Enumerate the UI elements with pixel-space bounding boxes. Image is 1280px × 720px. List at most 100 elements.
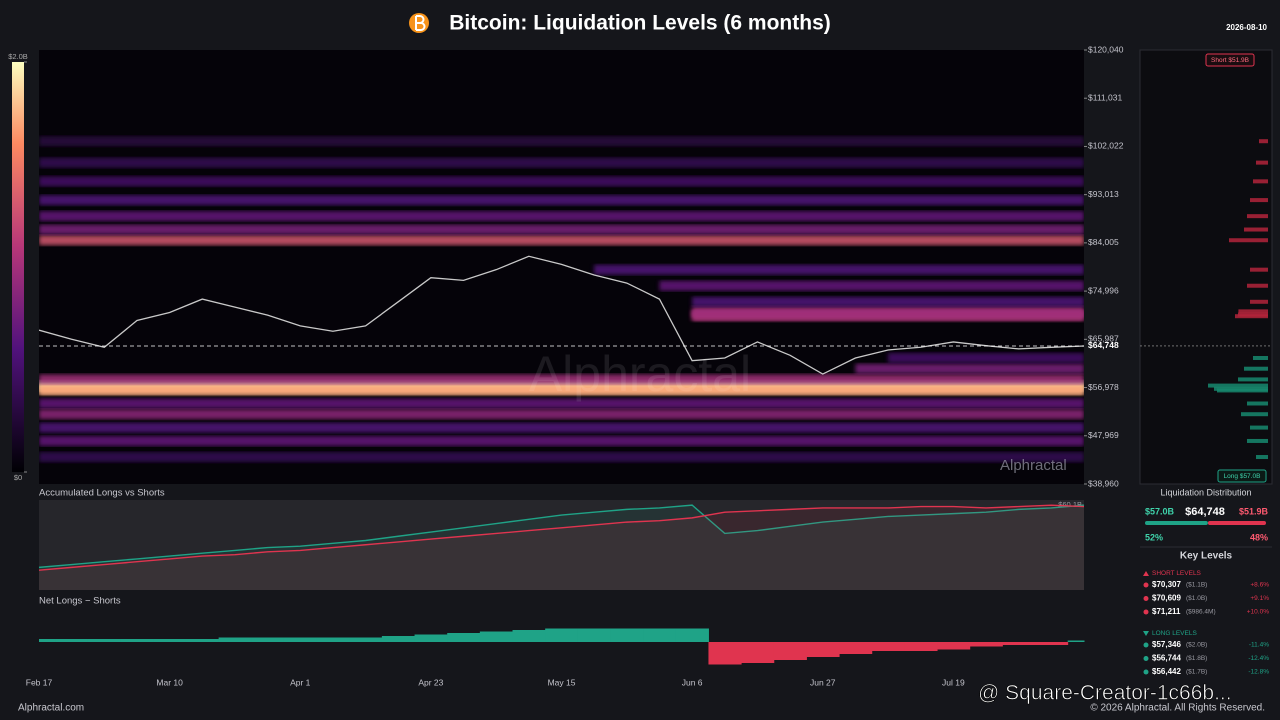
level-dot (1143, 596, 1149, 601)
heat-band (39, 211, 1084, 222)
distribution-bar (1244, 227, 1268, 232)
heat-band (692, 296, 1084, 307)
accum-line (38, 504, 1085, 571)
net-bar (839, 642, 873, 654)
down-triangle (1143, 631, 1149, 636)
level-price: $56,442 (1152, 667, 1181, 676)
distribution-bar (1256, 160, 1268, 165)
x-tick-label: Mar 10 (156, 677, 183, 687)
panel-title: Net Longs − Shorts (39, 596, 121, 607)
y-tick-label: $93,013 (1088, 189, 1119, 199)
level-change: +10.0% (1247, 609, 1269, 616)
level-size: ($2.0B) (1186, 642, 1207, 649)
level-price: $70,307 (1152, 580, 1181, 589)
heat-band (39, 157, 1084, 168)
net-bar (251, 637, 285, 642)
heat-band (39, 374, 1084, 385)
net-bar (120, 639, 154, 642)
long-box-label: Long $57.0B (1224, 473, 1261, 480)
bitcoin-glyph (415, 15, 426, 31)
y-tick-label: $102,022 (1088, 141, 1124, 151)
level-size: ($1.8B) (1186, 655, 1207, 662)
net-bar (87, 639, 122, 642)
heat-band (39, 385, 1084, 396)
net-bar (643, 628, 677, 642)
net-bar (153, 639, 187, 642)
distribution-bar (1250, 198, 1268, 203)
level-size: ($1.1B) (1186, 582, 1207, 589)
level-size: ($1.0B) (1186, 595, 1207, 602)
net-bar (1002, 642, 1036, 645)
distribution-bar (1247, 214, 1268, 219)
distribution-bar (1244, 366, 1268, 371)
distribution-bar (1238, 309, 1268, 314)
net-bar (218, 637, 252, 642)
level-dot (1143, 669, 1149, 675)
level-change: -11.4% (1249, 642, 1269, 649)
level-dot (1143, 609, 1149, 615)
heat-band (39, 235, 1084, 246)
chart-title: Bitcoin: Liquidation Levels (6 months) (449, 12, 831, 35)
net-bar (479, 631, 514, 642)
accum-area (39, 505, 1084, 590)
level-size: ($986.4M) (1186, 609, 1216, 616)
distribution-title: Liquidation Distribution (1160, 487, 1251, 497)
level-change: +8.6% (1250, 582, 1269, 589)
colorbar (12, 62, 24, 472)
net-bar (708, 642, 742, 665)
level-price: $71,211 (1152, 607, 1181, 616)
x-tick-label: Jul 19 (942, 677, 965, 687)
x-tick-label: Jun 27 (810, 677, 836, 687)
distribution-bar (1229, 238, 1268, 243)
net-bar (545, 628, 579, 642)
date: 2026-08-10 (1226, 23, 1267, 32)
level-dot (1143, 642, 1149, 648)
x-tick-label: Apr 23 (418, 677, 443, 687)
distribution-bar (1259, 139, 1268, 144)
distribution-bar (1217, 388, 1268, 393)
net-bar (1067, 640, 1085, 642)
net-bar (741, 642, 775, 663)
net-bar (871, 642, 905, 651)
distribution-bar (1250, 425, 1268, 430)
net-bar (1035, 642, 1069, 645)
short-share: 48% (1250, 532, 1268, 542)
heat-band (594, 264, 1084, 275)
heat-band (39, 435, 1084, 446)
level-size: ($1.7B) (1186, 669, 1207, 676)
heat-band (659, 280, 1084, 291)
level-price: $70,609 (1152, 594, 1181, 603)
net-bar (414, 634, 448, 642)
heat-band (39, 409, 1084, 420)
net-bar (937, 642, 971, 650)
colorbar-label: $0 (14, 473, 22, 482)
heat-band (855, 363, 1084, 374)
watermark: Alphractal (529, 346, 751, 402)
net-bar (969, 642, 1003, 647)
footer-site: Alphractal.com (18, 703, 84, 714)
net-bar (316, 637, 350, 642)
distribution-bar (1253, 355, 1268, 360)
y-tick-label: $38,960 (1088, 478, 1119, 488)
distribution-bar (1238, 312, 1268, 317)
long-total: $57.0B (1145, 506, 1175, 516)
net-bar (904, 642, 938, 651)
heat-band (39, 224, 1084, 235)
x-tick-label: Apr 1 (290, 677, 311, 687)
net-bar (512, 630, 546, 642)
long-share-bar (1145, 521, 1208, 525)
panel-title: Accumulated Longs vs Shorts (39, 488, 165, 499)
net-bar (55, 639, 89, 642)
distribution-bar (1241, 412, 1268, 417)
y-tick-label: $60.1B (1058, 500, 1082, 509)
accum-line (38, 504, 1085, 569)
level-price: $57,346 (1152, 640, 1181, 649)
overlay-watermark: @ Square-Creator-1c66b... (978, 682, 1232, 705)
key-levels-title: Key Levels (1180, 551, 1233, 562)
current-price-label: $64,748 (1088, 340, 1119, 350)
x-tick-label: Feb 17 (26, 677, 53, 687)
long-heading: LONG LEVELS (1152, 630, 1197, 637)
heat-band (888, 352, 1084, 363)
y-tick-label: $56,978 (1088, 382, 1119, 392)
